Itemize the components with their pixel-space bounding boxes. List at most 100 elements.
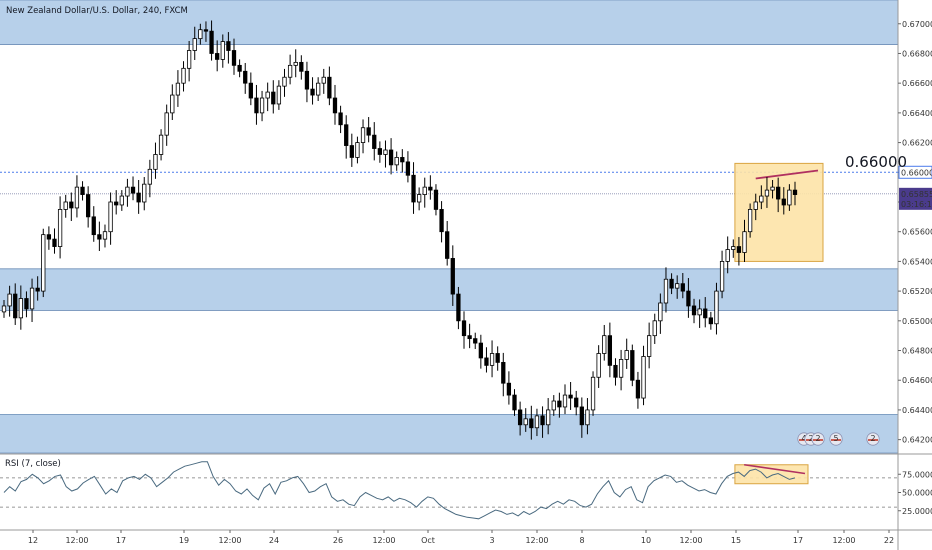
candle-61 xyxy=(344,124,349,146)
candle-68 xyxy=(383,149,388,155)
candle-139 xyxy=(781,198,786,206)
candle-78 xyxy=(439,209,444,233)
time-tick-label-11: 8 xyxy=(579,536,584,545)
candle-141 xyxy=(792,189,798,195)
candle-15 xyxy=(86,194,91,218)
zone-0 xyxy=(0,0,898,45)
candle-23 xyxy=(130,186,136,194)
rsi-tick-label-2: 25.0000 xyxy=(902,507,932,516)
candle-5 xyxy=(29,287,35,310)
candle-7 xyxy=(41,234,46,292)
event-badge-2 xyxy=(811,432,825,446)
candle-93 xyxy=(523,418,528,426)
candle-85 xyxy=(478,342,483,359)
candle-27 xyxy=(153,154,158,170)
candle-133 xyxy=(747,209,753,233)
candle-3 xyxy=(18,298,23,319)
candle-136 xyxy=(764,189,770,197)
candle-25 xyxy=(142,183,147,203)
candle-19 xyxy=(108,201,113,233)
candle-91 xyxy=(512,394,517,411)
candle-13 xyxy=(74,186,80,209)
candle-59 xyxy=(332,97,338,114)
candle-131 xyxy=(736,246,742,253)
candle-56 xyxy=(316,82,321,96)
candle-94 xyxy=(529,418,534,429)
candle-71 xyxy=(400,157,405,163)
highlight-box xyxy=(734,162,824,262)
candle-8 xyxy=(46,234,52,240)
candle-30 xyxy=(170,94,175,114)
candle-105 xyxy=(590,376,596,411)
price-tick-label-0: 0.67000 xyxy=(902,20,932,29)
candle-58 xyxy=(327,76,332,99)
candle-62 xyxy=(349,145,354,158)
price-tick-label-9: 0.65200 xyxy=(902,287,932,296)
candle-116 xyxy=(652,320,657,337)
level-price-tag-label: 0.66000 xyxy=(901,168,932,177)
time-axis[interactable]: 12 12:00 17 19 12:00 24 26 12:00 Oct 3 12:00 8 10 12:… xyxy=(28,530,894,545)
candle-34 xyxy=(192,38,197,51)
price-tick-label-7: 0.65600 xyxy=(902,228,932,237)
candle-99 xyxy=(557,400,562,408)
candle-73 xyxy=(411,174,416,203)
candle-113 xyxy=(635,379,641,399)
level-price-tag xyxy=(898,165,932,179)
price-tick-label-13: 0.64400 xyxy=(902,406,932,415)
candle-0 xyxy=(1,305,7,313)
zone-2 xyxy=(0,414,898,453)
time-tick-label-4: 12:00 xyxy=(218,536,241,545)
candle-18 xyxy=(102,231,108,240)
candle-42 xyxy=(237,64,242,72)
candle-97 xyxy=(546,409,551,426)
time-tick-label-2: 17 xyxy=(116,536,126,545)
time-tick-label-17: 22 xyxy=(884,536,894,545)
price-tick-label-1: 0.66800 xyxy=(902,49,932,58)
time-tick-label-16: 12:00 xyxy=(832,536,855,545)
event-badge-4 xyxy=(866,432,880,446)
price-tick-label-10: 0.65000 xyxy=(902,317,932,326)
rsi-trendline xyxy=(744,463,806,475)
candle-14 xyxy=(80,186,85,195)
candle-29 xyxy=(164,112,169,136)
candle-49 xyxy=(276,85,282,105)
candle-12 xyxy=(69,201,74,209)
candle-43 xyxy=(243,70,248,84)
candle-10 xyxy=(57,209,63,247)
candle-102 xyxy=(574,397,579,408)
candle-9 xyxy=(52,238,57,247)
event-badge-label-3: 5 xyxy=(834,434,839,443)
candle-40 xyxy=(226,41,231,51)
candle-82 xyxy=(461,320,467,337)
price-tick-label-12: 0.64600 xyxy=(902,376,932,385)
candle-72 xyxy=(405,161,411,176)
price-tick-label-2: 0.66600 xyxy=(902,79,932,88)
candle-53 xyxy=(299,61,304,72)
candle-74 xyxy=(416,194,422,203)
candle-107 xyxy=(602,335,607,354)
candle-36 xyxy=(203,29,209,32)
candle-4 xyxy=(24,298,29,310)
candle-75 xyxy=(422,186,427,195)
time-tick-label-14: 15 xyxy=(731,536,741,545)
candle-112 xyxy=(630,350,635,381)
candle-96 xyxy=(540,415,545,426)
time-tick-label-15: 17 xyxy=(793,536,803,545)
candle-39 xyxy=(220,41,225,60)
candle-140 xyxy=(787,189,792,206)
candle-48 xyxy=(271,91,276,105)
price-tick-label-4: 0.66200 xyxy=(902,139,932,148)
candle-57 xyxy=(321,76,326,84)
candle-117 xyxy=(658,302,663,322)
price-axis[interactable]: 0.67000 0.66800 0.66600 0.66400 0.66200 0.660… xyxy=(898,20,932,445)
rsi-pane: 75.0000 50.0000 25.0000 xyxy=(0,461,932,520)
candle-44 xyxy=(248,82,253,99)
candle-31 xyxy=(175,82,181,96)
candle-54 xyxy=(304,70,310,90)
price-tick-label-14: 0.64200 xyxy=(902,436,932,445)
candle-28 xyxy=(158,134,164,155)
event-badge-label-0: 4 xyxy=(802,434,807,443)
candle-106 xyxy=(596,353,601,378)
candle-32 xyxy=(181,67,186,84)
